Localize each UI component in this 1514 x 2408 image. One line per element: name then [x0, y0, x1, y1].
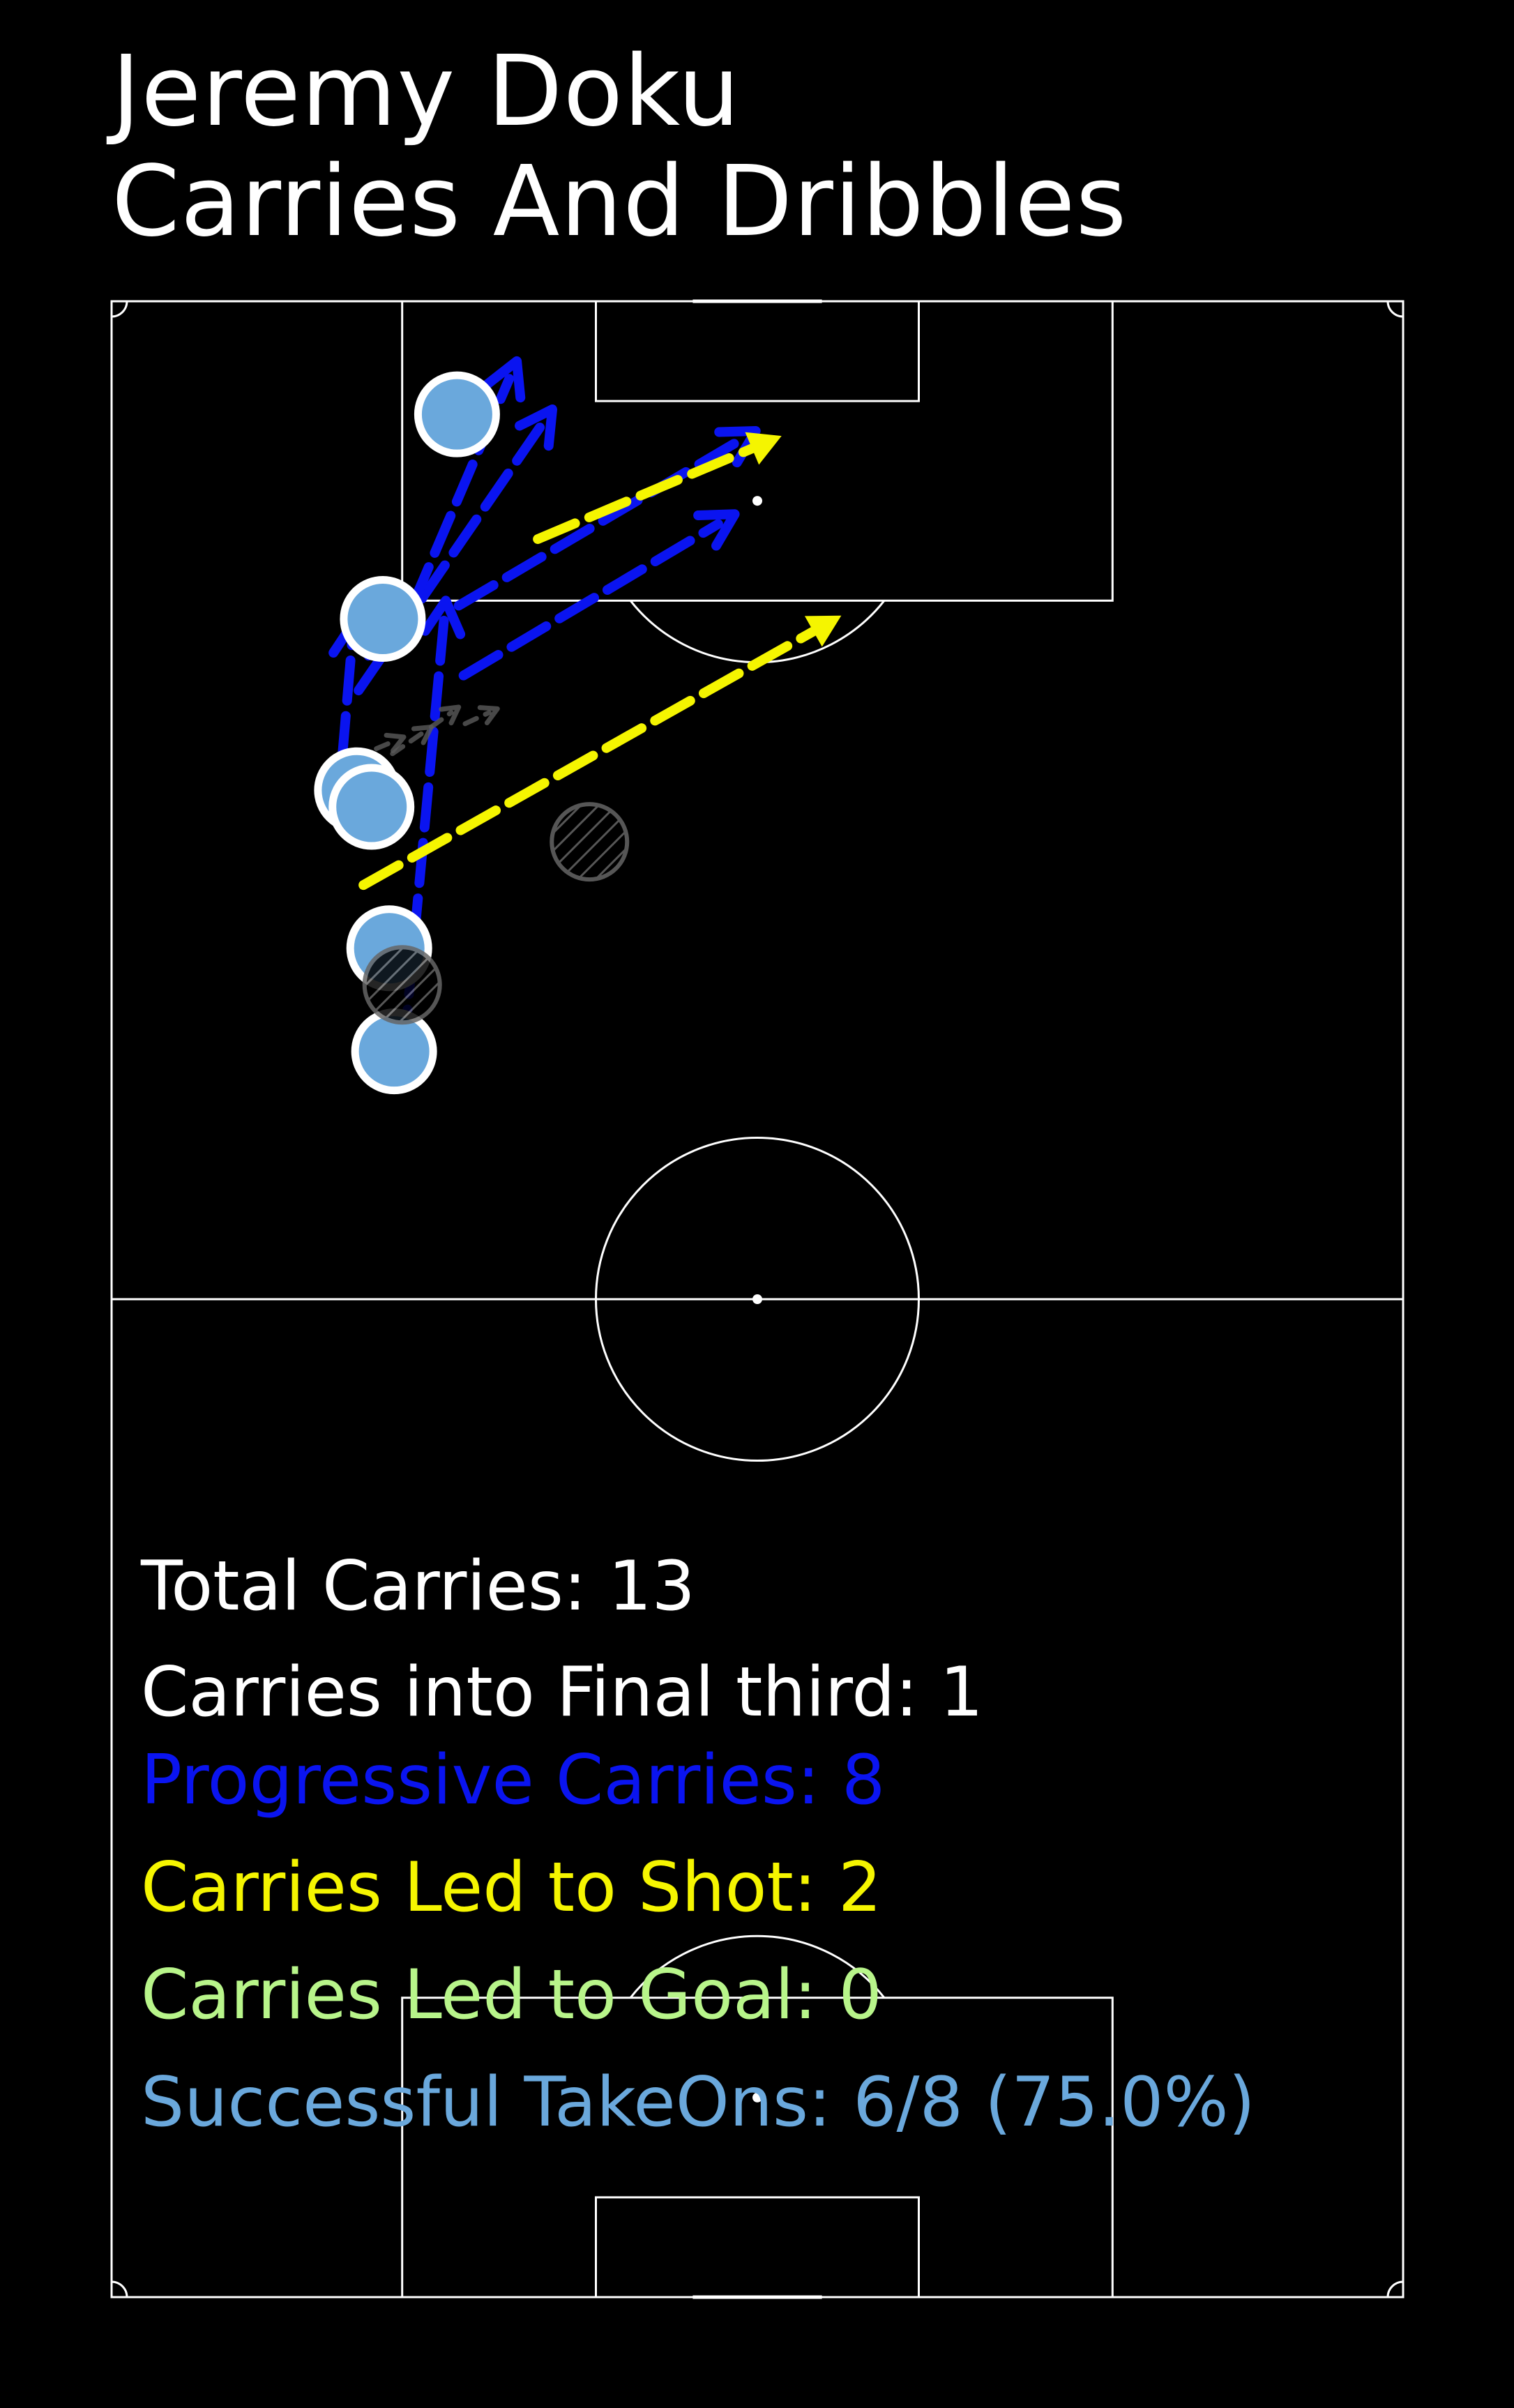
title-player-name: Jeremy Doku — [112, 35, 741, 149]
carry-line-led_to_shot — [358, 620, 830, 891]
takeon-failed-marker — [550, 802, 630, 882]
stat-progressive-carries: Progressive Carries: 8 — [141, 1741, 886, 1820]
corner-arc — [1386, 2280, 1404, 2298]
takeon-success-marker — [328, 764, 415, 850]
carry-line-progressive — [458, 519, 723, 681]
penalty-box-bottom — [401, 1997, 1114, 2299]
carry-arrowhead-other — [477, 705, 500, 726]
carry-arrowhead-progressive — [420, 596, 466, 639]
carry-arrowhead-led_to_shot — [804, 615, 842, 647]
stat-takeons: Successful TakeOns: 6/8 (75.0%) — [141, 2063, 1255, 2142]
carry-arrowhead-led_to_shot — [745, 432, 782, 465]
carry-line-other — [462, 710, 492, 727]
takeon-failed-marker — [362, 945, 442, 1025]
penalty-spot-bottom — [752, 2092, 762, 2103]
stat-final-third: Carries into Final third: 1 — [141, 1653, 984, 1732]
stat-led-to-goal: Carries Led to Goal: 0 — [141, 1955, 882, 2035]
takeons-layer — [314, 371, 630, 1095]
carry-arrowhead-progressive — [693, 509, 740, 551]
carry-line-other — [374, 738, 398, 752]
six-yard-box-top — [595, 300, 920, 402]
carry-arrowhead-other — [384, 732, 407, 754]
football-pitch — [110, 299, 1405, 2299]
center-spot — [752, 1294, 762, 1304]
corner-arc — [111, 2280, 128, 2298]
stat-total-carries: Total Carries: 13 — [141, 1547, 695, 1626]
penalty-spot-top — [752, 496, 762, 506]
takeon-success-marker — [351, 1008, 437, 1095]
carry-arrowhead-other — [439, 704, 462, 726]
carry-line-led_to_shot — [533, 438, 769, 545]
title-chart-subject: Carries And Dribbles — [112, 145, 1128, 259]
penalty-arc-top — [629, 600, 886, 664]
carry-line-progressive — [453, 436, 744, 611]
takeon-success-marker — [340, 576, 426, 662]
corner-arc — [111, 301, 128, 318]
carry-line-other — [390, 729, 426, 757]
stat-led-to-shot: Carries Led to Shot: 2 — [141, 1848, 882, 1928]
takeon-success-marker — [414, 371, 500, 457]
six-yard-box-bottom — [595, 2196, 920, 2299]
center-circle — [595, 1137, 920, 1462]
corner-arc — [1386, 301, 1404, 318]
carry-arrowhead-progressive — [483, 356, 526, 403]
carry-line-other — [428, 710, 454, 730]
penalty-arc-bottom — [629, 1934, 886, 1999]
carry-arrowhead-progressive — [515, 404, 557, 451]
